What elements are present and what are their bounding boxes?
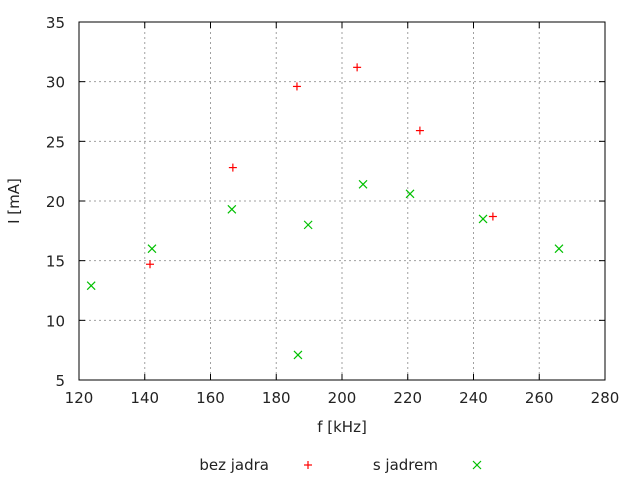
data-point (488, 212, 497, 221)
marker-stroke (227, 204, 237, 214)
data-point (405, 189, 415, 199)
marker-stroke (303, 220, 313, 230)
legend-marker (472, 460, 482, 470)
x-tick-label: 260 (525, 389, 554, 407)
data-point (293, 350, 303, 360)
data-point (303, 220, 313, 230)
grid (79, 22, 605, 380)
x-tick-label: 220 (393, 389, 422, 407)
x-tick-label: 240 (459, 389, 488, 407)
marker-stroke (358, 179, 368, 189)
y-tick-label: 5 (55, 372, 65, 390)
x-axis-label: f [kHz] (317, 418, 367, 436)
y-tick-label: 25 (46, 133, 65, 151)
legend-label: s jadrem (373, 456, 438, 474)
x-tick-label: 140 (130, 389, 159, 407)
data-point (353, 63, 362, 72)
legend-marker (304, 461, 312, 469)
data-point (292, 82, 301, 91)
x-tick-label: 120 (65, 389, 94, 407)
marker-stroke (147, 244, 157, 254)
data-point (554, 244, 564, 254)
x-tick-label: 180 (262, 389, 291, 407)
marker-stroke (472, 460, 482, 470)
plot-frame (78, 21, 606, 381)
data-point (86, 281, 96, 291)
legend-label: bez jadra (199, 456, 269, 474)
y-tick-label: 30 (46, 74, 65, 92)
legend: bez jadra s jadrem (199, 456, 482, 474)
marker-stroke (478, 214, 488, 224)
y-tick-label: 15 (46, 253, 65, 271)
data-points (86, 63, 564, 360)
marker-stroke (86, 281, 96, 291)
data-point (415, 126, 424, 135)
x-tick-label: 280 (591, 389, 620, 407)
data-point (146, 260, 155, 269)
data-point (147, 244, 157, 254)
data-point (358, 179, 368, 189)
y-axis-label: I [mA] (5, 178, 23, 224)
marker-stroke (405, 189, 415, 199)
y-tick-label: 10 (46, 312, 65, 330)
x-tick-label: 160 (196, 389, 225, 407)
marker-stroke (293, 350, 303, 360)
x-tick-label: 200 (328, 389, 357, 407)
data-point (227, 204, 237, 214)
ticks: 120 140 160 180 200 220 240 260 280 5 10 15 20 25 30 35 (46, 14, 619, 407)
data-point (228, 163, 237, 172)
marker-stroke (554, 244, 564, 254)
y-tick-label: 20 (46, 193, 65, 211)
data-point (478, 214, 488, 224)
y-tick-label: 35 (46, 14, 65, 32)
